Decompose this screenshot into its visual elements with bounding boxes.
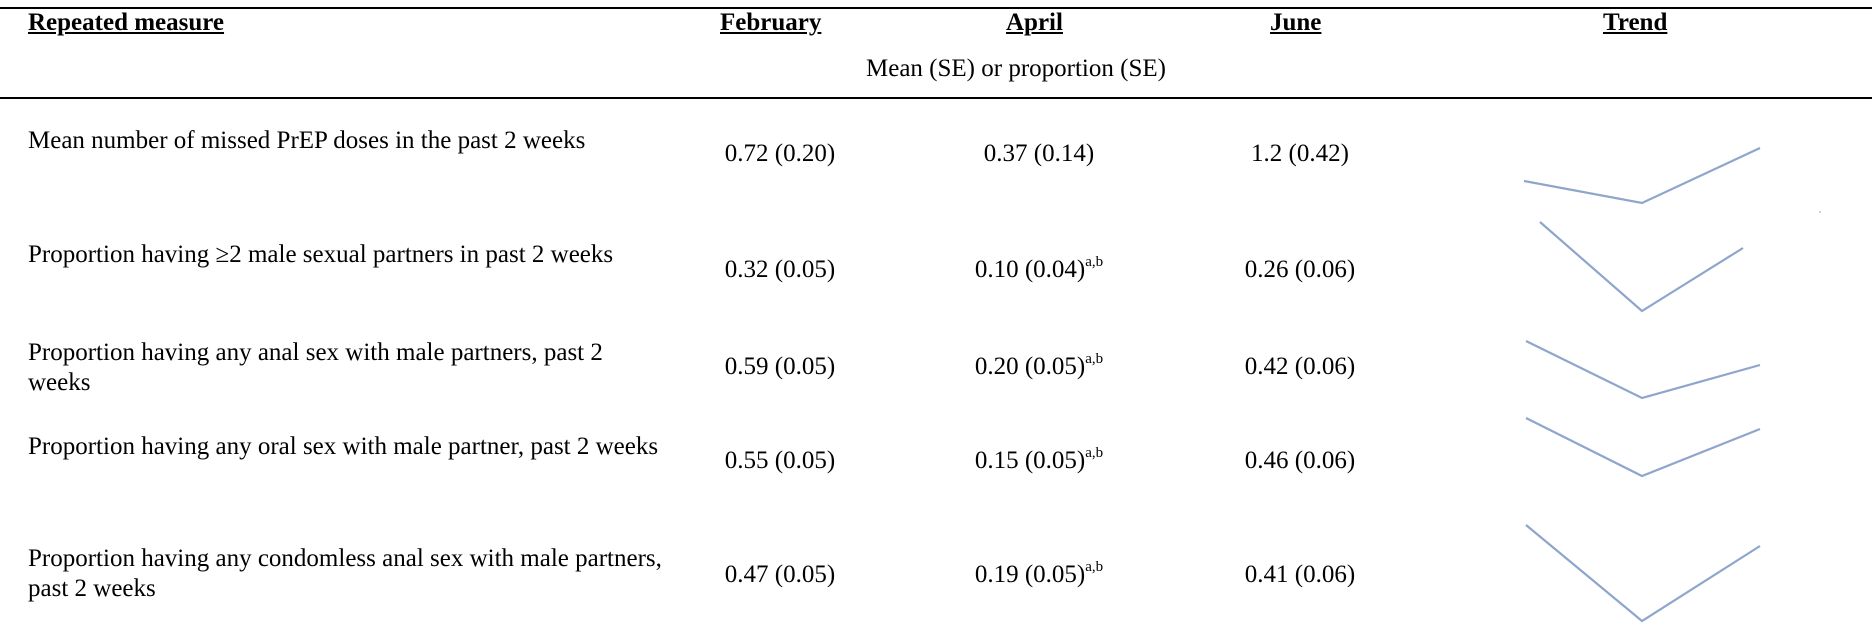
trend-sparkline <box>1525 417 1761 478</box>
header-trend: Trend <box>1603 9 1668 36</box>
trend-sparkline <box>1525 524 1761 623</box>
trend-sparkline <box>1525 340 1761 400</box>
value-june: 0.41 (0.06) <box>1244 561 1356 588</box>
value-february: 0.32 (0.05) <box>724 256 836 283</box>
stray-mark <box>1819 211 1821 213</box>
measure-label: Mean number of missed PrEP doses in the … <box>28 127 586 154</box>
header-bottom-rule <box>0 97 1872 99</box>
table-top-rule <box>0 7 1872 9</box>
value-june: 0.42 (0.06) <box>1244 353 1356 380</box>
header-february: February <box>720 9 822 36</box>
trend-line <box>1539 221 1744 313</box>
value-february: 0.47 (0.05) <box>724 561 836 588</box>
header-june: June <box>1270 9 1322 36</box>
measure-label: Proportion having ≥2 male sexual partner… <box>28 241 614 268</box>
trend-sparkline <box>1539 221 1744 313</box>
measure-label: Proportion having any condomless anal se… <box>28 545 662 602</box>
value-april: 0.19 (0.05)a,b <box>974 559 1104 588</box>
header-repeated-measure: Repeated measure <box>28 9 225 36</box>
value-february: 0.55 (0.05) <box>724 447 836 474</box>
value-june: 1.2 (0.42) <box>1251 140 1349 167</box>
value-april: 0.20 (0.05)a,b <box>974 351 1104 380</box>
header-subtitle: Mean (SE) or proportion (SE) <box>866 55 1166 82</box>
value-april: 0.15 (0.05)a,b <box>974 445 1104 474</box>
value-february: 0.72 (0.20) <box>724 140 836 167</box>
header-april: April <box>1006 9 1063 36</box>
measure-label: Proportion having any anal sex with male… <box>28 339 603 396</box>
measure-label: Proportion having any oral sex with male… <box>28 433 659 460</box>
trend-line <box>1525 524 1761 623</box>
trend-sparkline <box>1523 147 1761 205</box>
value-february: 0.59 (0.05) <box>724 353 836 380</box>
trend-line <box>1523 147 1761 205</box>
value-april: 0.10 (0.04)a,b <box>974 254 1104 283</box>
trend-line <box>1525 340 1761 400</box>
value-april: 0.37 (0.14) <box>983 140 1095 167</box>
trend-line <box>1525 417 1761 478</box>
value-june: 0.26 (0.06) <box>1244 256 1356 283</box>
value-june: 0.46 (0.06) <box>1244 447 1356 474</box>
